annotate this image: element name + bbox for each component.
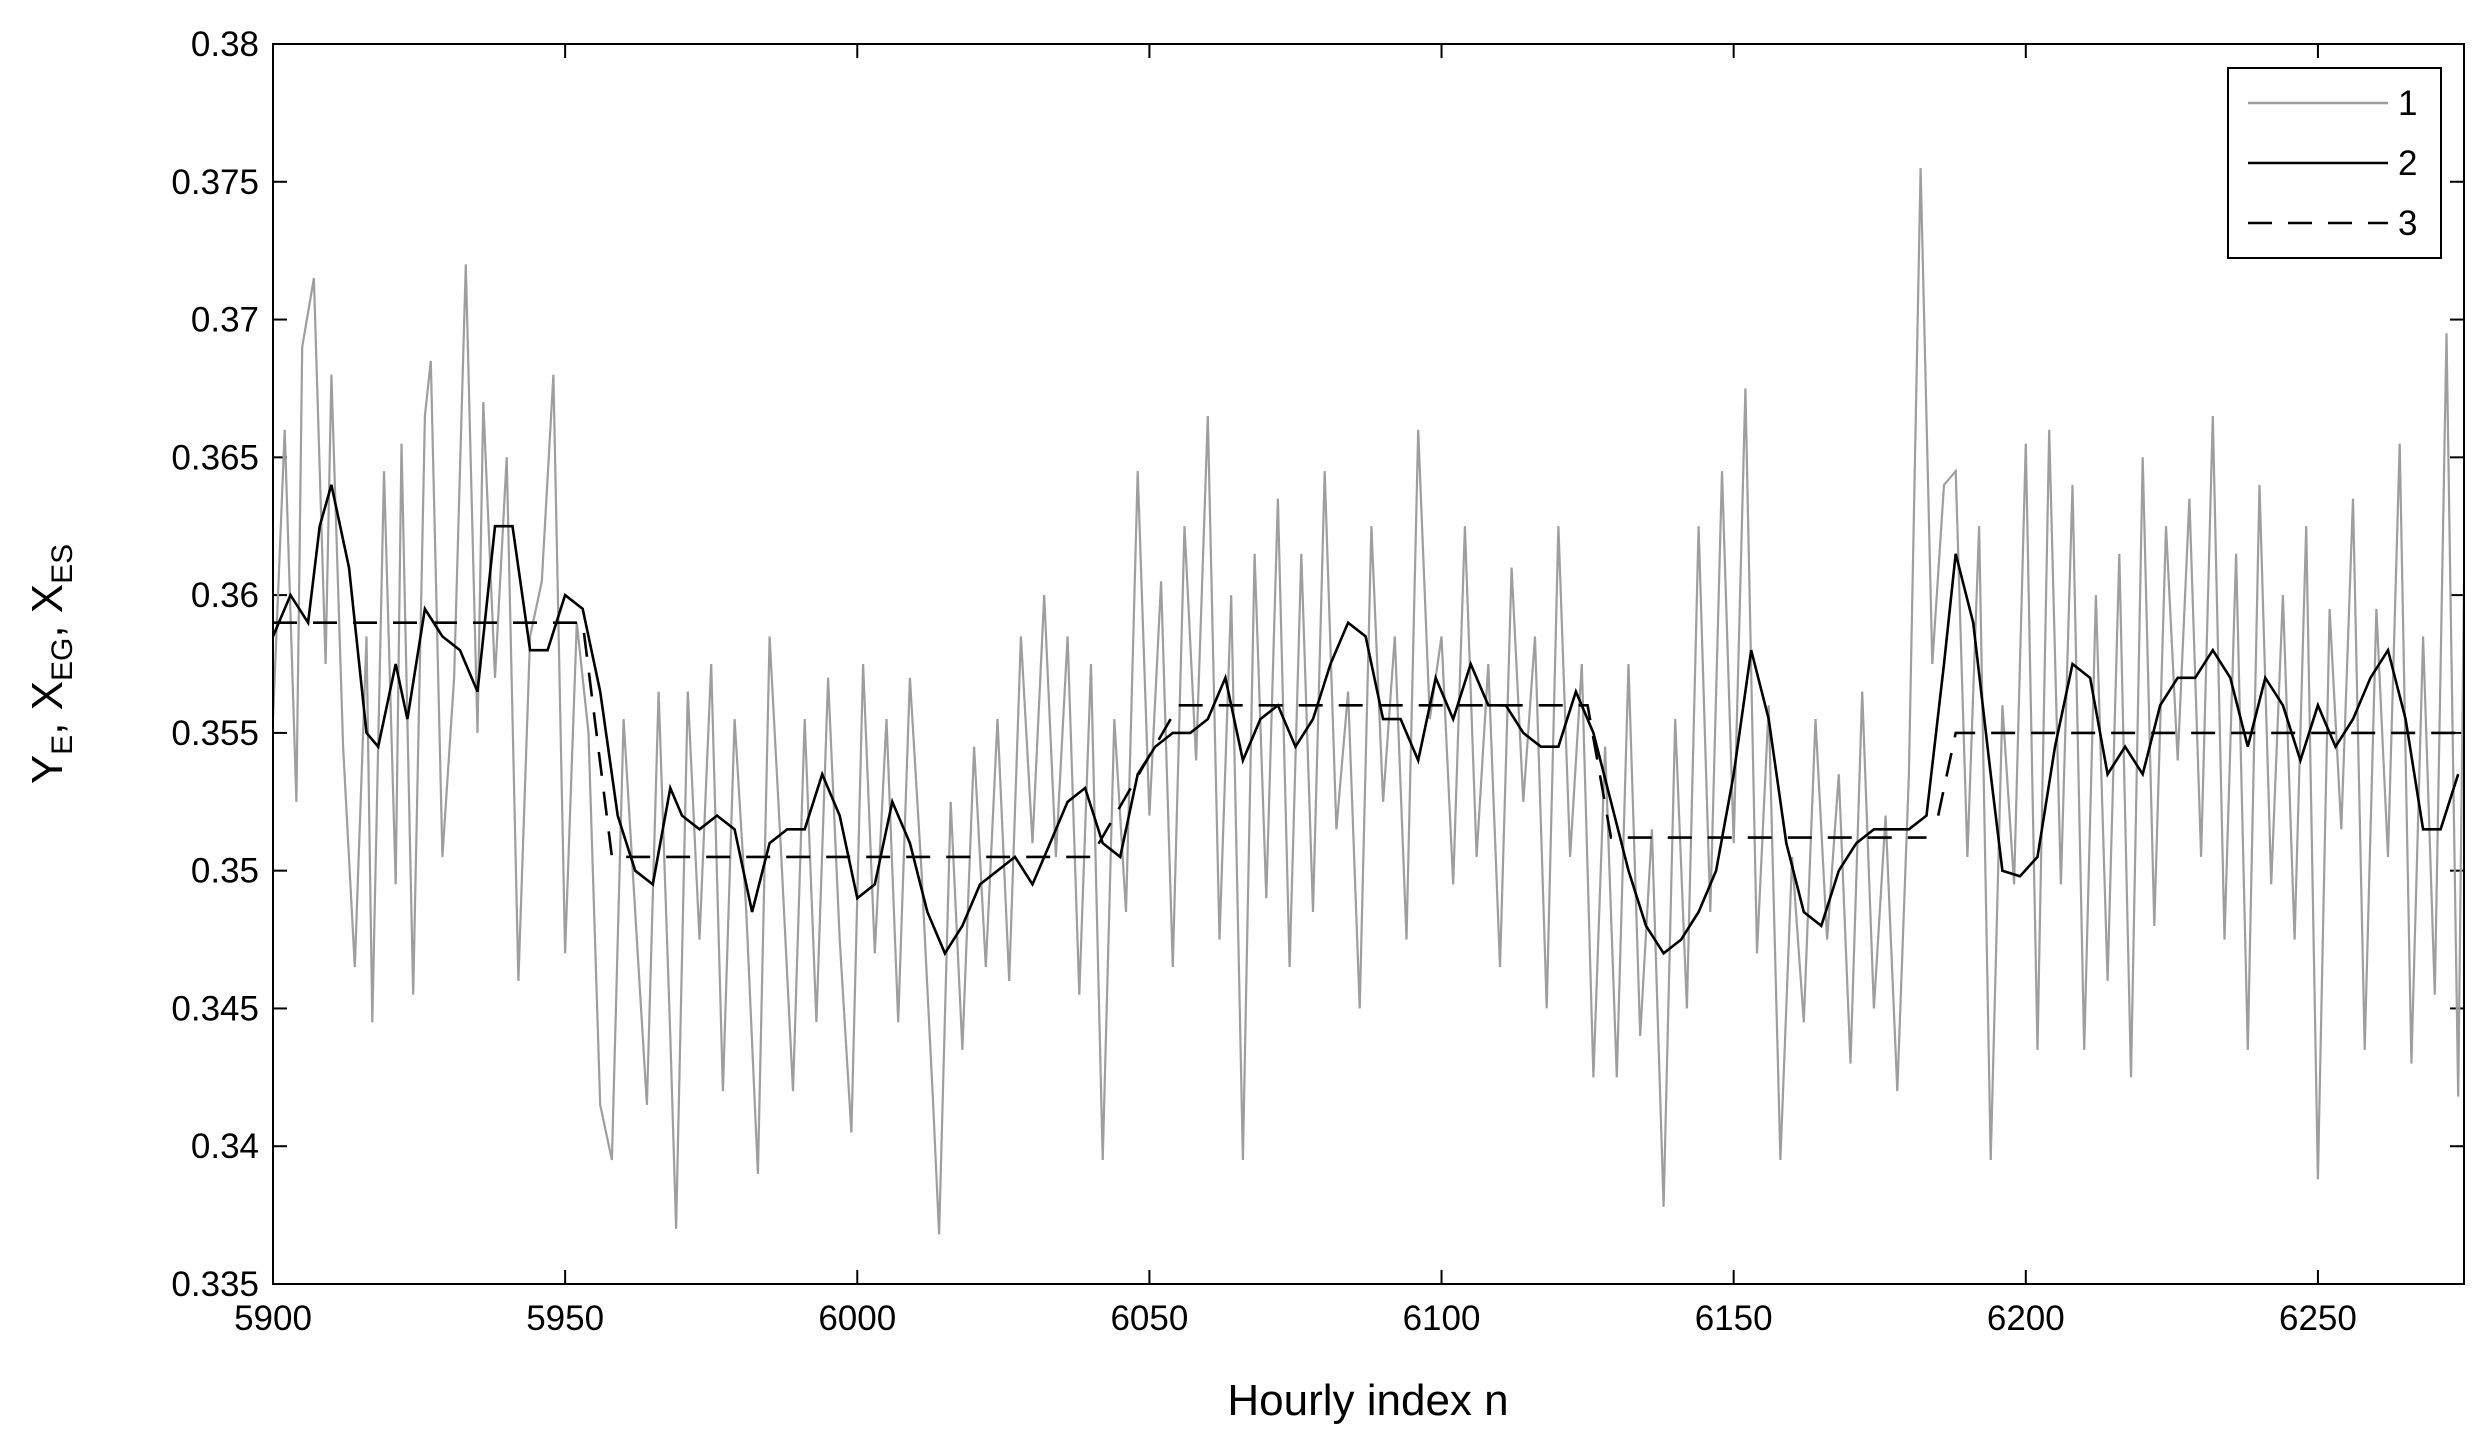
y-axis-label: YE, XEG, XES bbox=[23, 544, 79, 784]
y-tick-label: 0.36 bbox=[191, 576, 259, 615]
y-tick-label: 0.375 bbox=[171, 163, 259, 202]
y-tick-label: 0.355 bbox=[171, 714, 259, 753]
x-tick-label: 5950 bbox=[526, 1299, 604, 1338]
y-tick-label: 0.37 bbox=[191, 301, 259, 340]
y-tick-label: 0.35 bbox=[191, 852, 259, 891]
x-tick-label: 6000 bbox=[818, 1299, 896, 1338]
series-line bbox=[273, 621, 2464, 859]
x-tick-label: 5900 bbox=[234, 1299, 312, 1338]
y-tick-label: 0.38 bbox=[191, 25, 259, 64]
x-tick-label: 6100 bbox=[1403, 1299, 1481, 1338]
x-tick-label: 6200 bbox=[1987, 1299, 2065, 1338]
y-label-part: Y bbox=[23, 755, 72, 784]
y-label-subscript: E bbox=[46, 735, 79, 755]
legend-label: 2 bbox=[2398, 144, 2417, 183]
y-label-part: , X bbox=[23, 584, 72, 638]
x-axis-label: Hourly index n bbox=[1227, 1376, 1508, 1425]
y-tick-label: 0.335 bbox=[171, 1265, 259, 1304]
y-label-part: , X bbox=[23, 681, 72, 735]
plot-frame bbox=[272, 43, 2465, 1285]
legend-label: 1 bbox=[2398, 84, 2417, 123]
x-tick-label: 6150 bbox=[1695, 1299, 1773, 1338]
y-tick-label: 0.345 bbox=[171, 989, 259, 1028]
y-tick-label: 0.34 bbox=[191, 1127, 259, 1166]
x-tick-label: 6050 bbox=[1110, 1299, 1188, 1338]
series-line bbox=[271, 484, 2460, 957]
y-tick-label: 0.365 bbox=[171, 438, 259, 477]
y-label-subscript: ES bbox=[46, 544, 79, 584]
legend-label: 3 bbox=[2398, 204, 2417, 243]
x-tick-label: 6250 bbox=[2279, 1299, 2357, 1338]
series-line bbox=[271, 167, 2466, 1235]
y-label-subscript: EG bbox=[46, 638, 79, 681]
